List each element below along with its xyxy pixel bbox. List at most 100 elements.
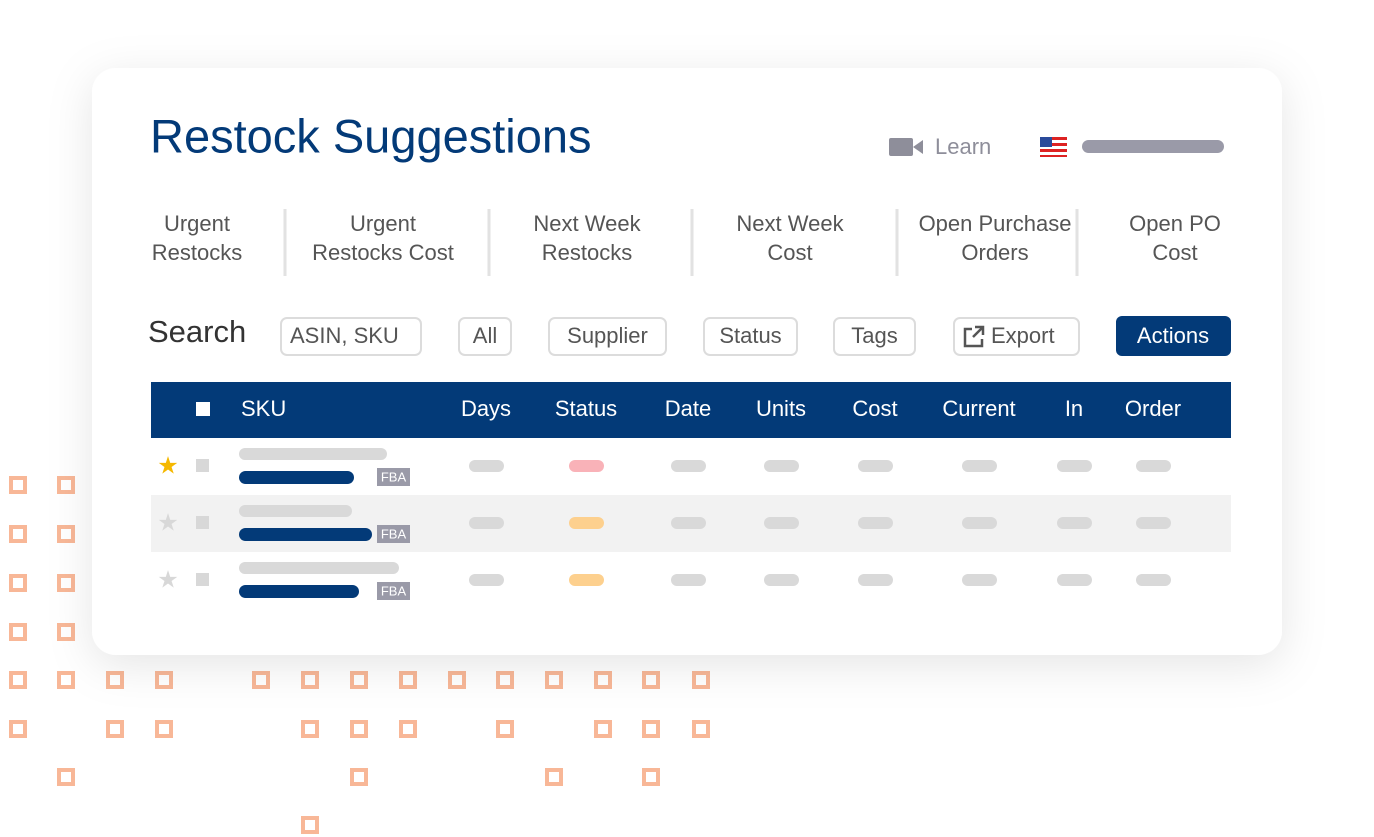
stat-label: Cost: [767, 240, 812, 265]
column-header[interactable]: In: [1065, 396, 1083, 421]
title-placeholder: [239, 562, 399, 574]
deco-square: [57, 768, 75, 786]
deco-square: [545, 768, 563, 786]
deco-square: [399, 671, 417, 689]
stat[interactable]: Open Purchase Orders: [919, 211, 1072, 265]
stat-label: Next Week: [533, 211, 641, 236]
deco-square: [692, 720, 710, 738]
column-header[interactable]: Units: [756, 396, 806, 421]
column-header[interactable]: Status: [555, 396, 617, 421]
cell-placeholder: [962, 574, 997, 586]
deco-square: [301, 671, 319, 689]
table-row[interactable]: ★ FBA: [151, 495, 1231, 552]
button-label: Status: [719, 323, 781, 348]
video-icon: [913, 140, 923, 154]
deco-square: [9, 525, 27, 543]
table-row[interactable]: ★ FBA: [157, 448, 1171, 486]
star[interactable]: ★: [157, 452, 179, 479]
export-button[interactable]: Export: [953, 317, 1080, 356]
filter-button[interactable]: All: [458, 317, 512, 356]
filter-button[interactable]: Status: [703, 317, 798, 356]
deco-square: [350, 720, 368, 738]
video-icon: [889, 138, 913, 156]
star[interactable]: ★: [157, 566, 179, 593]
cell-placeholder: [858, 574, 893, 586]
stat-label: Orders: [961, 240, 1028, 265]
column-header[interactable]: Days: [461, 396, 511, 421]
title-placeholder: [239, 505, 352, 517]
deco-square: [57, 623, 75, 641]
account-placeholder: [1082, 140, 1224, 153]
button-frame: [703, 317, 798, 356]
deco-square: [545, 671, 563, 689]
deco-square: [9, 671, 27, 689]
badge-bg: [377, 468, 410, 486]
button-frame: [833, 317, 916, 356]
deco-square: [350, 671, 368, 689]
column-header[interactable]: SKU: [241, 396, 286, 421]
stat[interactable]: Open PO Cost: [1129, 211, 1221, 265]
column-header[interactable]: Order: [1125, 396, 1181, 421]
stat-label: Open Purchase: [919, 211, 1072, 236]
cell-placeholder: [1057, 460, 1092, 472]
page-title: Restock Suggestions: [150, 109, 592, 162]
flag: [1040, 137, 1067, 157]
cell-placeholder: [962, 517, 997, 529]
filter-button[interactable]: Supplier: [548, 317, 667, 356]
decoration: [9, 476, 710, 834]
actions-label: Actions: [1137, 323, 1209, 348]
stat[interactable]: Urgent Restocks Cost: [312, 211, 454, 265]
sku-placeholder: [239, 585, 359, 598]
column-header[interactable]: Current: [942, 396, 1015, 421]
cell-placeholder: [1057, 517, 1092, 529]
row-checkbox[interactable]: [196, 516, 209, 529]
badge: FBA: [381, 583, 407, 598]
button-frame: [953, 317, 1080, 356]
column-header[interactable]: Cost: [852, 396, 897, 421]
stat-label: Restocks: [542, 240, 632, 265]
actions-button[interactable]: Actions: [1116, 316, 1231, 356]
deco-square: [399, 720, 417, 738]
stat[interactable]: Urgent Restocks: [152, 211, 242, 265]
stat-label: Restocks: [152, 240, 242, 265]
cell-placeholder: [1057, 574, 1092, 586]
stat[interactable]: Next Week Restocks: [533, 211, 641, 265]
row-checkbox[interactable]: [196, 459, 209, 472]
stat-label: Urgent: [350, 211, 416, 236]
column-header[interactable]: Date: [665, 396, 711, 421]
button-frame: [1116, 316, 1231, 356]
row-checkbox[interactable]: [196, 573, 209, 586]
cell-placeholder: [671, 517, 706, 529]
button-label: All: [473, 323, 497, 348]
deco-square: [57, 574, 75, 592]
badge: FBA: [381, 526, 407, 541]
table-row[interactable]: ★ FBA: [157, 562, 1171, 600]
button-frame: [458, 317, 512, 356]
title-placeholder: [239, 448, 387, 460]
star[interactable]: ★: [157, 509, 179, 536]
learn-link[interactable]: Learn: [889, 134, 991, 159]
status-placeholder: [569, 574, 604, 586]
cell-placeholder: [1136, 574, 1171, 586]
select-all-checkbox[interactable]: [196, 402, 210, 416]
stat[interactable]: Next Week Cost: [736, 211, 844, 265]
cell-placeholder: [469, 574, 504, 586]
search-input: [280, 317, 422, 356]
cell-placeholder: [858, 517, 893, 529]
sku-placeholder: [239, 528, 372, 541]
button-frame: [548, 317, 667, 356]
button-label: Tags: [851, 323, 897, 348]
search-box[interactable]: ASIN, SKU: [280, 317, 422, 356]
deco-square: [350, 768, 368, 786]
cell-placeholder: [1136, 517, 1171, 529]
stat-label: Cost: [1152, 240, 1197, 265]
deco-square: [9, 720, 27, 738]
filter-button[interactable]: Tags: [833, 317, 916, 356]
badge: FBA: [381, 469, 407, 484]
sku-placeholder: [239, 471, 354, 484]
cell-placeholder: [469, 517, 504, 529]
deco-square: [9, 574, 27, 592]
deco-square: [57, 476, 75, 494]
